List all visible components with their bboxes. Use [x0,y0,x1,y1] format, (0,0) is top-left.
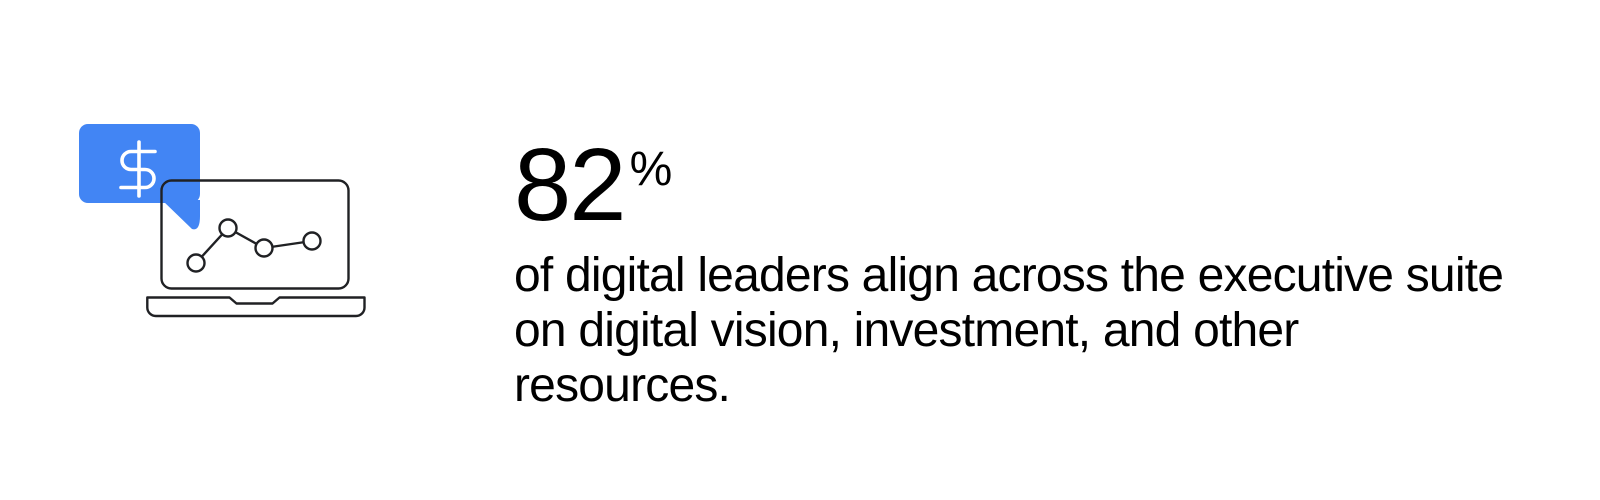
laptop-money-illustration [60,100,380,340]
stat-description-line: of digital leaders align across the exec… [514,249,1504,302]
stat-description: of digital leaders align across the exec… [514,248,1504,413]
dollar-chat-bubble-icon [79,124,200,230]
dollar-symbol [119,140,157,198]
stat-description-line: on digital vision, investment, and other [514,304,1299,357]
stat-value: 82% [514,133,672,256]
stat-description-line: resources. [514,359,731,412]
percent-sign: % [629,143,673,196]
stat-value-number: 82 [514,127,627,242]
line-chart-icon [186,218,322,273]
laptop-chart-icon [146,179,366,318]
